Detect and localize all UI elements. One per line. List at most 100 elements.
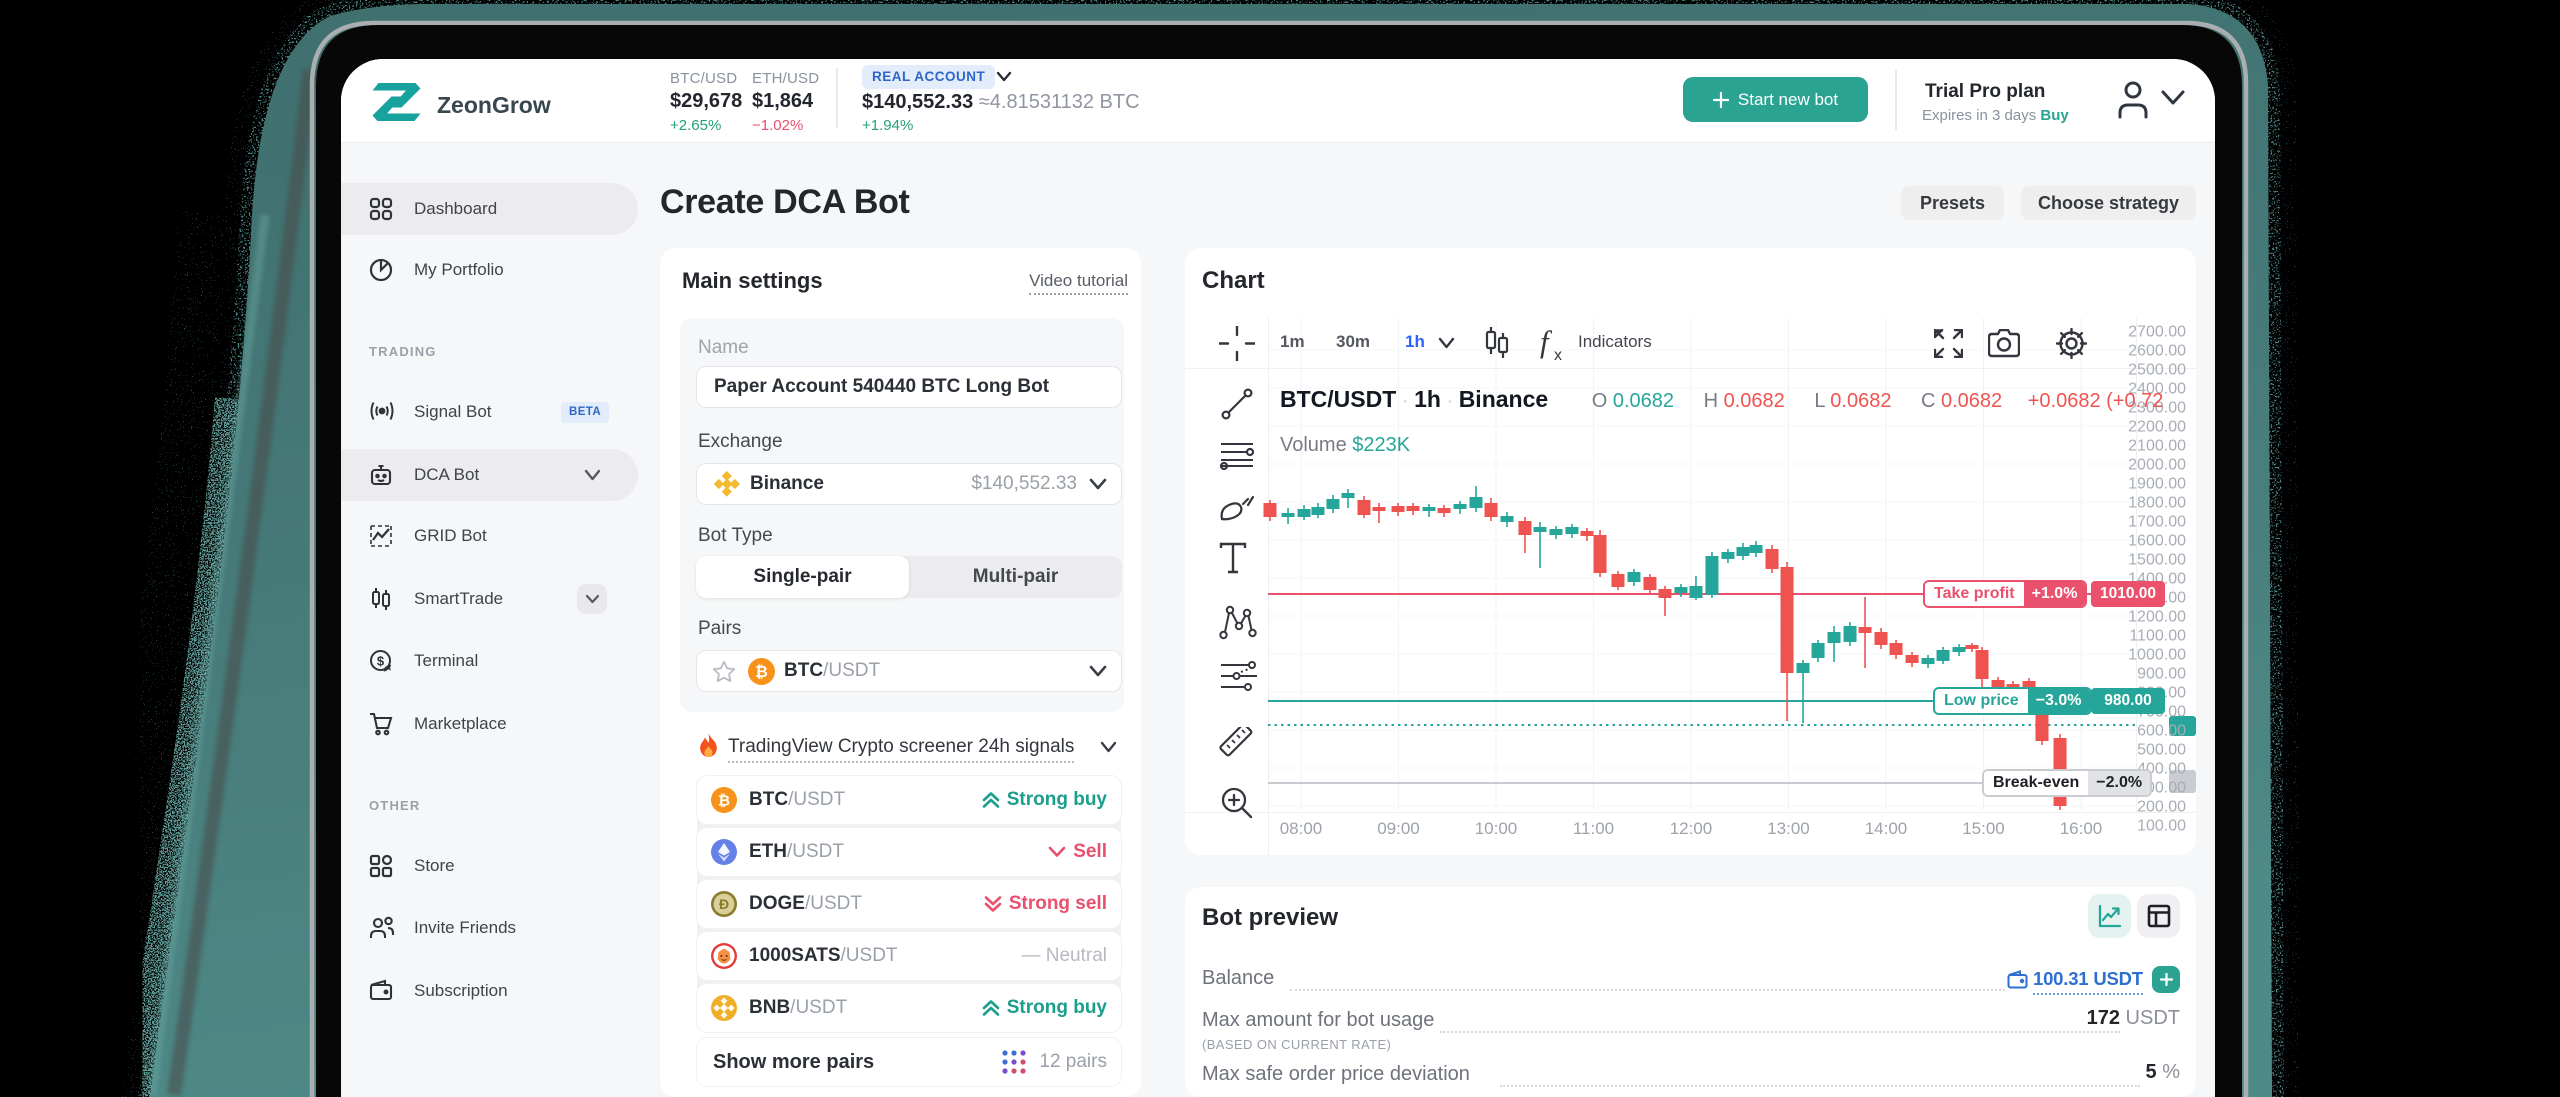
user-icon[interactable] <box>2117 81 2149 119</box>
svg-text:Ð: Ð <box>719 896 729 912</box>
preview-chart-view-button[interactable] <box>2088 894 2131 938</box>
pair-row-btc[interactable]: ₿ BTC/USDT Strong buy <box>697 776 1121 824</box>
forecast-tool-icon[interactable] <box>1219 659 1257 698</box>
low-price-pill[interactable]: Low price −3.0% <box>1933 687 2092 715</box>
start-new-bot-button[interactable]: Start new bot <box>1683 77 1868 122</box>
pair-row-1000sats[interactable]: 1000SATS/USDT — Neutral <box>697 932 1121 980</box>
chart-type-icon[interactable] <box>1484 327 1510 360</box>
timeframe-chevron-icon[interactable] <box>1438 337 1455 349</box>
bot-preview-card <box>1185 887 2196 1097</box>
svg-text:14:00: 14:00 <box>1865 819 1908 838</box>
svg-text:2500.00: 2500.00 <box>2128 362 2186 379</box>
max-amount-value: 172 USDT <box>2086 1007 2180 1029</box>
balance-value[interactable]: 100.31 USDT <box>2033 968 2143 995</box>
buy-link[interactable]: Buy <box>2040 107 2069 124</box>
svg-text:2100.00: 2100.00 <box>2128 438 2186 455</box>
sidebar-item-dashboard[interactable]: Dashboard <box>341 183 638 235</box>
pairs-label: Pairs <box>698 618 742 639</box>
name-input[interactable]: Paper Account 540440 BTC Long Bot <box>696 366 1122 408</box>
svg-text:16:00: 16:00 <box>2060 819 2103 838</box>
svg-text:600.00: 600.00 <box>2137 723 2186 740</box>
svg-text:f: f <box>1540 327 1553 359</box>
pair-row-eth[interactable]: ETH/USDT Sell <box>697 828 1121 876</box>
zoom-tool-icon[interactable] <box>1219 785 1255 826</box>
timeframe-1m[interactable]: 1m <box>1280 332 1305 351</box>
pair-row-doge[interactable]: Ð DOGE/USDT Strong sell <box>697 880 1121 928</box>
volume-row: Volume $223K <box>1280 434 1411 456</box>
pair-row-bnb[interactable]: BNB/USDT Strong buy <box>697 984 1121 1032</box>
ticker-btc-price: $29,678 <box>670 90 743 112</box>
crosshair-icon[interactable] <box>1219 326 1255 361</box>
svg-text:2700.00: 2700.00 <box>2128 324 2186 341</box>
svg-text:1900.00: 1900.00 <box>2128 476 2186 493</box>
real-account-badge[interactable]: REAL ACCOUNT <box>862 65 996 89</box>
fire-icon <box>700 733 717 757</box>
video-tutorial-link[interactable]: Video tutorial <box>1029 271 1128 295</box>
pairs-select[interactable]: ₿ BTC/USDT <box>696 650 1122 692</box>
app-header <box>341 59 2215 143</box>
pattern-tool-icon[interactable] <box>1219 603 1257 646</box>
single-pair-option[interactable]: Single-pair <box>696 556 909 598</box>
star-icon[interactable] <box>712 660 736 683</box>
settings-gear-icon[interactable] <box>2056 328 2087 359</box>
presets-button[interactable]: Presets <box>1901 186 2004 220</box>
doge-coin-icon: Ð <box>711 891 737 917</box>
sidebar-item-terminal[interactable]: $ Terminal <box>341 635 638 687</box>
svg-text:900.00: 900.00 <box>2137 666 2186 683</box>
btc-coin-icon: ₿ <box>711 787 737 813</box>
bnb-coin-icon <box>711 995 737 1021</box>
sidebar-item-invite-friends[interactable]: Invite Friends <box>341 902 638 954</box>
preview-table-view-button[interactable] <box>2137 894 2180 938</box>
logo-text[interactable]: ZeonGrow <box>437 92 551 118</box>
signal-icon <box>984 895 1002 913</box>
beta-badge: BETA <box>561 401 610 423</box>
screener-title[interactable]: TradingView Crypto screener 24h signals <box>728 736 1075 763</box>
sidebar-item-smarttrade[interactable]: SmartTrade <box>341 573 638 625</box>
max-amount-label: Max amount for bot usage <box>1202 1009 1443 1032</box>
show-more-pairs-row[interactable]: Show more pairs 12 pairs <box>697 1038 1121 1086</box>
timeframe-1h[interactable]: 1h <box>1405 332 1425 351</box>
ticker-eth-change: −1.02% <box>752 117 804 134</box>
account-chevron-icon[interactable] <box>996 71 1012 83</box>
line-chart-icon <box>2098 904 2121 928</box>
break-even-pill[interactable]: Break-even −2.0% <box>1982 769 2153 797</box>
sidebar-section-trading: TRADING <box>369 344 437 359</box>
user-menu-chevron-icon[interactable] <box>2160 89 2186 107</box>
multi-pair-option[interactable]: Multi-pair <box>972 566 1059 587</box>
page-title: Create DCA Bot <box>660 183 910 221</box>
store-icon <box>369 854 393 878</box>
sidebar-item-store[interactable]: Store <box>341 840 638 892</box>
sidebar-item-signal-bot[interactable]: Signal Bot BETA <box>341 386 638 438</box>
choose-strategy-button[interactable]: Choose strategy <box>2021 186 2196 220</box>
zeongrow-logo[interactable] <box>367 83 426 121</box>
sidebar-item-dca-bot[interactable]: DCA Bot <box>341 449 638 501</box>
camera-icon[interactable] <box>1988 329 2020 358</box>
svg-text:1800.00: 1800.00 <box>2128 495 2186 512</box>
screener-chevron-icon[interactable] <box>1100 741 1117 753</box>
sidebar-item-marketplace[interactable]: Marketplace <box>341 698 638 750</box>
brush-tool-icon[interactable] <box>1219 492 1257 527</box>
candlestick-chart[interactable]: 2700.00 2600.00 2500.00 2400.00 2300.00 2200.… <box>1185 248 2196 855</box>
chevron-down-icon <box>584 469 601 481</box>
sidebar-item-my-portfolio[interactable]: My Portfolio <box>341 244 638 296</box>
trendline-tool-icon[interactable] <box>1219 386 1255 427</box>
take-profit-pill[interactable]: Take profit +1.0% <box>1923 580 2088 608</box>
fx-icon[interactable]: f x <box>1540 327 1570 360</box>
chart-symbol-row: BTC/USDT · 1h · Binance O 0.0682 H 0.068… <box>1280 386 2164 412</box>
name-label: Name <box>698 337 749 358</box>
text-tool-icon[interactable] <box>1219 542 1247 579</box>
sidebar-item-subscription[interactable]: Subscription <box>341 965 638 1017</box>
timeframe-30m[interactable]: 30m <box>1336 332 1371 351</box>
terminal-icon: $ <box>369 649 393 673</box>
sidebar-item-grid-bot[interactable]: GRID Bot <box>341 510 638 562</box>
hlines-tool-icon[interactable] <box>1219 439 1255 476</box>
svg-text:09:00: 09:00 <box>1377 819 1420 838</box>
add-balance-button[interactable] <box>2152 966 2180 993</box>
ruler-tool-icon[interactable] <box>1219 723 1257 770</box>
chevron-down-icon[interactable] <box>577 584 607 614</box>
svg-text:11:00: 11:00 <box>1573 819 1614 838</box>
exchange-select[interactable]: Binance $140,552.33 <box>696 463 1122 505</box>
indicators-label[interactable]: Indicators <box>1578 332 1652 351</box>
svg-text:15:00: 15:00 <box>1962 819 2005 838</box>
fullscreen-icon[interactable] <box>1934 329 1963 358</box>
